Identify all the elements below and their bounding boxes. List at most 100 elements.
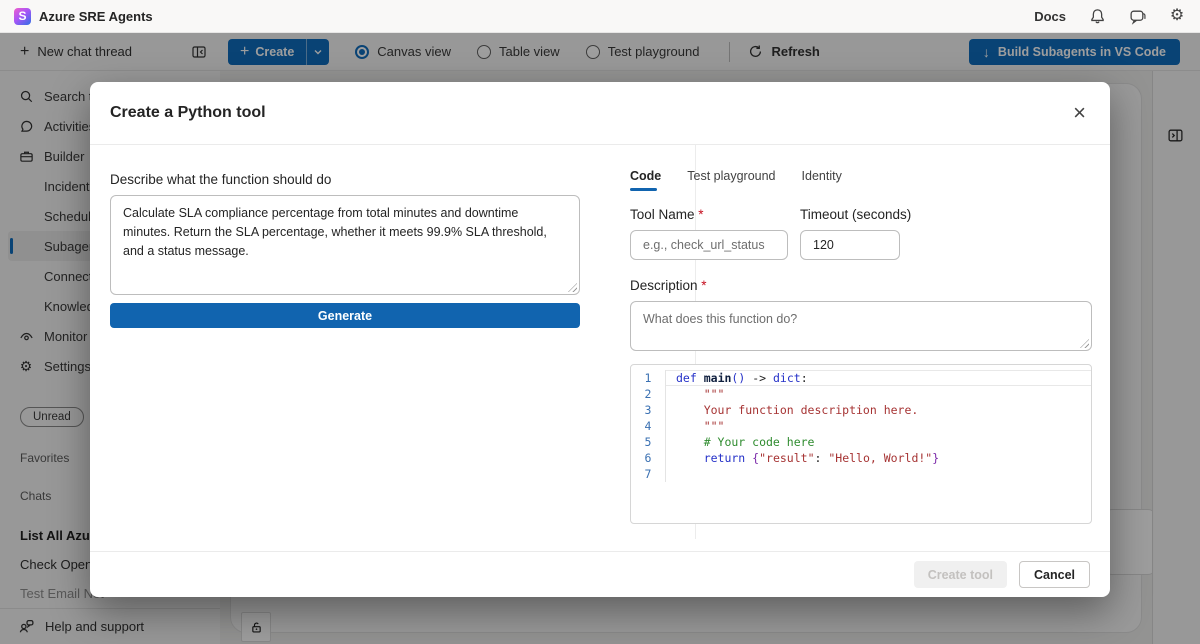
sidebar-item-activities[interactable]: Activities bbox=[8, 111, 212, 141]
top-app-bar: S Azure SRE Agents Docs ⚙ bbox=[0, 0, 1200, 33]
dialog-header: Create a Python tool × bbox=[90, 82, 1110, 145]
view-option-table-view[interactable]: Table view bbox=[476, 44, 560, 59]
view-option-test-playground[interactable]: Test playground bbox=[585, 44, 700, 59]
tab-identity[interactable]: Identity bbox=[801, 169, 842, 183]
line-number: 5 bbox=[644, 435, 652, 449]
view-switcher: Canvas view Table view Test playground bbox=[355, 44, 699, 59]
unread-filter-pill[interactable]: Unread bbox=[20, 407, 84, 427]
code-line-content: def main() -> dict: bbox=[665, 370, 1091, 386]
create-button[interactable]: + Create bbox=[228, 39, 306, 65]
sidebar-item-builder[interactable]: Builder bbox=[8, 141, 212, 171]
docs-link[interactable]: Docs bbox=[1034, 8, 1066, 24]
chat-thread-item[interactable]: List All Azure bbox=[20, 528, 103, 543]
code-line-content: """ bbox=[665, 386, 1091, 402]
help-and-support-button[interactable]: Help and support bbox=[0, 608, 220, 644]
plus-icon: + bbox=[20, 42, 30, 60]
dialog-title: Create a Python tool bbox=[110, 104, 266, 121]
collapse-sidebar-icon[interactable] bbox=[190, 43, 208, 61]
required-asterisk: * bbox=[701, 278, 707, 293]
code-editor[interactable]: 1 def main() -> dict: 2 """ 3 Your function… bbox=[630, 364, 1092, 524]
radio-icon[interactable] bbox=[355, 44, 370, 59]
app-title: Azure SRE Agents bbox=[39, 8, 153, 24]
view-option-label: Test playground bbox=[607, 44, 700, 59]
required-asterisk: * bbox=[698, 207, 704, 222]
create-split-button[interactable]: + Create bbox=[228, 38, 330, 65]
line-number: 4 bbox=[644, 419, 652, 433]
create-tool-button[interactable]: Create tool bbox=[913, 561, 1007, 588]
lock-icon bbox=[251, 622, 261, 633]
dialog-body: Describe what the function should do Cal… bbox=[90, 145, 1110, 551]
tab-code[interactable]: Code bbox=[630, 169, 661, 191]
plus-icon: + bbox=[240, 42, 250, 60]
tool-name-label: Tool Name * bbox=[630, 207, 704, 222]
right-rail bbox=[1152, 71, 1200, 644]
code-line-content: # Your code here bbox=[665, 434, 1091, 450]
sidebar-item-label: Settings bbox=[44, 358, 91, 374]
build-subagents-button[interactable]: ↓ Build Subagents in VS Code bbox=[968, 38, 1180, 65]
code-line-content: Your function description here. bbox=[665, 402, 1091, 418]
describe-column: Describe what the function should do Cal… bbox=[110, 145, 580, 328]
build-subagents-label: Build Subagents in VS Code bbox=[997, 44, 1166, 59]
code-line: 2 """ bbox=[631, 386, 1091, 402]
close-icon[interactable]: × bbox=[1073, 100, 1086, 125]
sidebar-item-monitor[interactable]: Monitor bbox=[8, 321, 212, 351]
subagent-card[interactable] bbox=[1104, 509, 1156, 575]
line-number: 6 bbox=[644, 451, 652, 465]
chat-thread-item[interactable]: Check Open G bbox=[20, 557, 106, 572]
sidebar-item-settings[interactable]: ⚙ Settings bbox=[8, 351, 212, 381]
description-label: Description * bbox=[630, 278, 707, 293]
notifications-bell-icon[interactable] bbox=[1088, 7, 1106, 25]
code-line-content bbox=[665, 466, 1091, 482]
describe-function-textarea[interactable]: Calculate SLA compliance percentage from… bbox=[110, 195, 580, 295]
chat-thread-item[interactable]: Test Email Not bbox=[20, 586, 104, 601]
gear-icon: ⚙ bbox=[19, 358, 33, 374]
secondary-toolbar: + New chat thread + Create Canvas view Ta… bbox=[0, 33, 1200, 71]
canvas-lock-button[interactable] bbox=[241, 612, 271, 642]
chat-bubble-icon bbox=[18, 118, 34, 134]
feedback-chat-icon[interactable] bbox=[1128, 7, 1146, 25]
line-number: 1 bbox=[644, 371, 652, 385]
code-line-content: return {"result": "Hello, World!"} bbox=[665, 450, 1091, 466]
sidebar-item-label: Activities bbox=[44, 118, 96, 134]
timeout-input[interactable] bbox=[800, 230, 900, 260]
dialog-footer: Create tool Cancel bbox=[90, 551, 1110, 597]
tool-name-input[interactable] bbox=[630, 230, 788, 260]
tab-test-playground[interactable]: Test playground bbox=[687, 169, 776, 183]
dialog-tabs: Code Test playground Identity bbox=[630, 169, 1092, 191]
favorites-section-label: Favorites bbox=[20, 451, 70, 465]
code-line: 7 bbox=[631, 466, 1091, 482]
eye-icon bbox=[18, 328, 34, 344]
help-and-support-label: Help and support bbox=[45, 619, 145, 634]
view-option-canvas-view[interactable]: Canvas view bbox=[355, 44, 451, 59]
chat-list: List All Azure Check Open G Test Email Not bbox=[0, 521, 220, 608]
describe-label: Describe what the function should do bbox=[110, 172, 332, 187]
generate-button[interactable]: Generate bbox=[110, 303, 580, 328]
toolbar-divider bbox=[729, 41, 731, 62]
code-line: 3 Your function description here. bbox=[631, 402, 1091, 418]
open-panel-right-icon[interactable] bbox=[1167, 127, 1184, 144]
view-option-label: Canvas view bbox=[377, 44, 451, 59]
code-line-content: """ bbox=[665, 418, 1091, 434]
refresh-label: Refresh bbox=[771, 44, 820, 59]
create-python-tool-dialog: Create a Python tool × Describe what the… bbox=[90, 82, 1110, 597]
create-dropdown-chevron-icon[interactable] bbox=[307, 39, 329, 65]
new-chat-thread-button[interactable]: + New chat thread bbox=[20, 42, 132, 60]
app-logo-icon: S bbox=[14, 7, 31, 25]
cancel-button[interactable]: Cancel bbox=[1019, 561, 1090, 588]
chats-section-label: Chats bbox=[20, 489, 52, 503]
search-icon bbox=[18, 88, 34, 104]
split-divider bbox=[306, 38, 308, 65]
briefcase-icon bbox=[18, 148, 34, 164]
sidebar-item-label: Monitor bbox=[44, 328, 88, 344]
code-line: 4 """ bbox=[631, 418, 1091, 434]
settings-gear-icon[interactable]: ⚙ bbox=[1169, 7, 1185, 24]
code-line: 6 return {"result": "Hello, World!"} bbox=[631, 450, 1091, 466]
download-arrow-icon: ↓ bbox=[982, 43, 990, 60]
help-people-icon bbox=[18, 618, 35, 635]
line-number: 7 bbox=[644, 467, 652, 481]
refresh-button[interactable]: Refresh bbox=[748, 44, 820, 59]
description-textarea[interactable] bbox=[630, 301, 1092, 351]
radio-icon[interactable] bbox=[585, 44, 600, 59]
radio-icon[interactable] bbox=[476, 44, 491, 59]
